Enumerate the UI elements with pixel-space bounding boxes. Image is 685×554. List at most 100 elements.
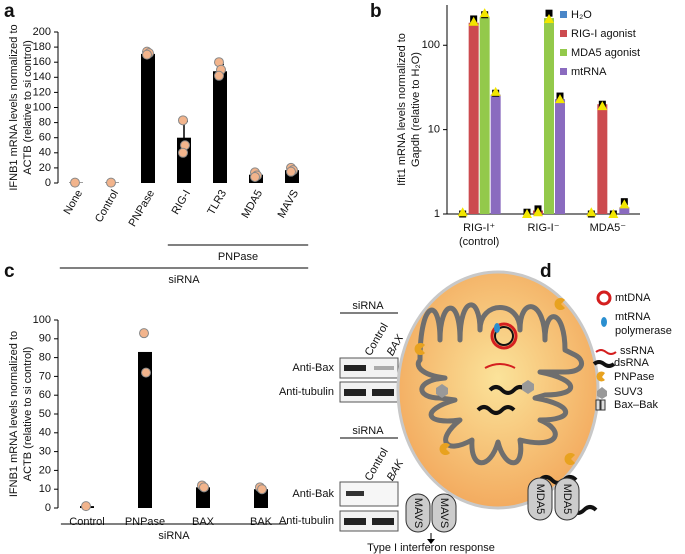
legend-label: SUV3 (614, 386, 643, 398)
band (344, 518, 366, 525)
point (142, 49, 152, 60)
band (344, 389, 366, 396)
legend-swatch (560, 49, 567, 56)
y-tick-label: 120 (33, 86, 51, 98)
panel-label: c (4, 261, 15, 282)
row-label: Anti-tubulin (279, 515, 334, 527)
y-axis-label: ACTB (relative to si control) (22, 40, 34, 174)
suv3 (522, 380, 534, 394)
point (178, 147, 188, 158)
x-tick-label: RIG-I (170, 188, 194, 217)
band (374, 366, 394, 370)
bar (619, 207, 630, 214)
point (457, 207, 468, 217)
y-tick-label: 90 (39, 333, 51, 345)
x-tick-label: Control (93, 188, 121, 225)
point (468, 16, 479, 26)
legend-label: Bax–Bak (614, 399, 659, 411)
bar (254, 489, 268, 508)
point (490, 86, 501, 96)
y-tick-label: 10 (428, 124, 440, 136)
cristae (415, 302, 584, 466)
pnpase (414, 343, 425, 355)
legend-baxbak (595, 399, 601, 411)
pnpase (564, 452, 575, 465)
point (178, 115, 188, 126)
x-tick-label: Control (69, 516, 104, 528)
point (545, 9, 553, 17)
y-tick-label: 80 (39, 352, 51, 364)
band (372, 389, 394, 396)
y-tick-label: 80 (39, 117, 51, 129)
x-tick-label: TLR3 (205, 188, 229, 217)
y-tick-label: 50 (39, 408, 51, 420)
panel-label: b (370, 1, 382, 22)
row-label: Anti-Bak (292, 488, 334, 500)
point (199, 482, 209, 493)
legend-label: PNPase (614, 371, 654, 383)
y-tick-label: 70 (39, 370, 51, 382)
x-tick-label: PNPase (127, 188, 158, 229)
legend-label: mtRNA (571, 66, 607, 78)
blot-title: siRNA (352, 425, 384, 437)
legend-swatch (560, 11, 567, 18)
mavs (431, 493, 457, 533)
mda5 (527, 477, 553, 521)
point (214, 70, 224, 81)
protein-label: MAVS (438, 498, 450, 528)
lane-label: BAK (385, 457, 407, 483)
protein-label: MAVS (412, 498, 424, 528)
point (81, 501, 91, 512)
y-tick-label: 40 (39, 147, 51, 159)
y-tick-label: 20 (39, 464, 51, 476)
diagram: d mtDNA mtRNA polymerase ssRNA dsRNA PNP… (367, 261, 672, 554)
bar (141, 53, 155, 183)
panel-label: a (4, 1, 15, 22)
bar (479, 17, 490, 214)
legend-label: ssRNA (620, 345, 655, 357)
x-tick-label: None (62, 188, 86, 217)
band (372, 518, 394, 525)
point (70, 177, 80, 188)
mtdna (494, 326, 514, 346)
row-label: Anti-tubulin (279, 386, 334, 398)
x-tick-label: PNPase (125, 516, 165, 528)
protein-label: MDA5 (561, 484, 573, 515)
y-axis-label: ACTB (relative to si control) (22, 347, 34, 481)
point (586, 207, 597, 217)
y-tick-label: 0 (45, 502, 51, 514)
bar (196, 487, 210, 508)
row-label: Anti-Bax (292, 362, 334, 374)
point (522, 209, 532, 218)
legend-mtdna (596, 290, 612, 306)
x-tick-label: RIG-I⁺ (463, 222, 495, 234)
y-tick-label: 100 (422, 39, 440, 51)
point (619, 199, 630, 209)
point (544, 13, 554, 23)
y-tick-label: 10 (39, 483, 51, 495)
x-tick-label: MDA5⁻ (590, 222, 627, 234)
bar (468, 22, 479, 215)
pnpase (439, 443, 450, 456)
y-axis-label: IFNB1 mRNA levels normalized to (8, 331, 20, 497)
legend-suv3 (597, 387, 607, 399)
y-axis-label: Ifit1 mRNA levels normalized to (396, 33, 408, 186)
point (533, 207, 543, 217)
legend-dsrna (592, 360, 616, 368)
y-tick-label: 20 (39, 162, 51, 174)
y-tick-label: 60 (39, 389, 51, 401)
blot (339, 510, 399, 532)
y-tick-label: 100 (33, 314, 51, 326)
point (555, 94, 565, 104)
bar (555, 99, 565, 214)
x-tick-label: MDA5 (239, 188, 265, 220)
point (141, 367, 151, 378)
point (597, 101, 608, 111)
legend-label: mtDNA (615, 292, 651, 304)
blot-panel: siRNA Control BAX Anti-Bax Anti-tubulin … (279, 300, 407, 532)
blot-title: siRNA (352, 300, 384, 312)
group-label: siRNA (158, 530, 190, 542)
ssrna (484, 363, 516, 369)
x-tick-label: MAVS (276, 188, 302, 220)
